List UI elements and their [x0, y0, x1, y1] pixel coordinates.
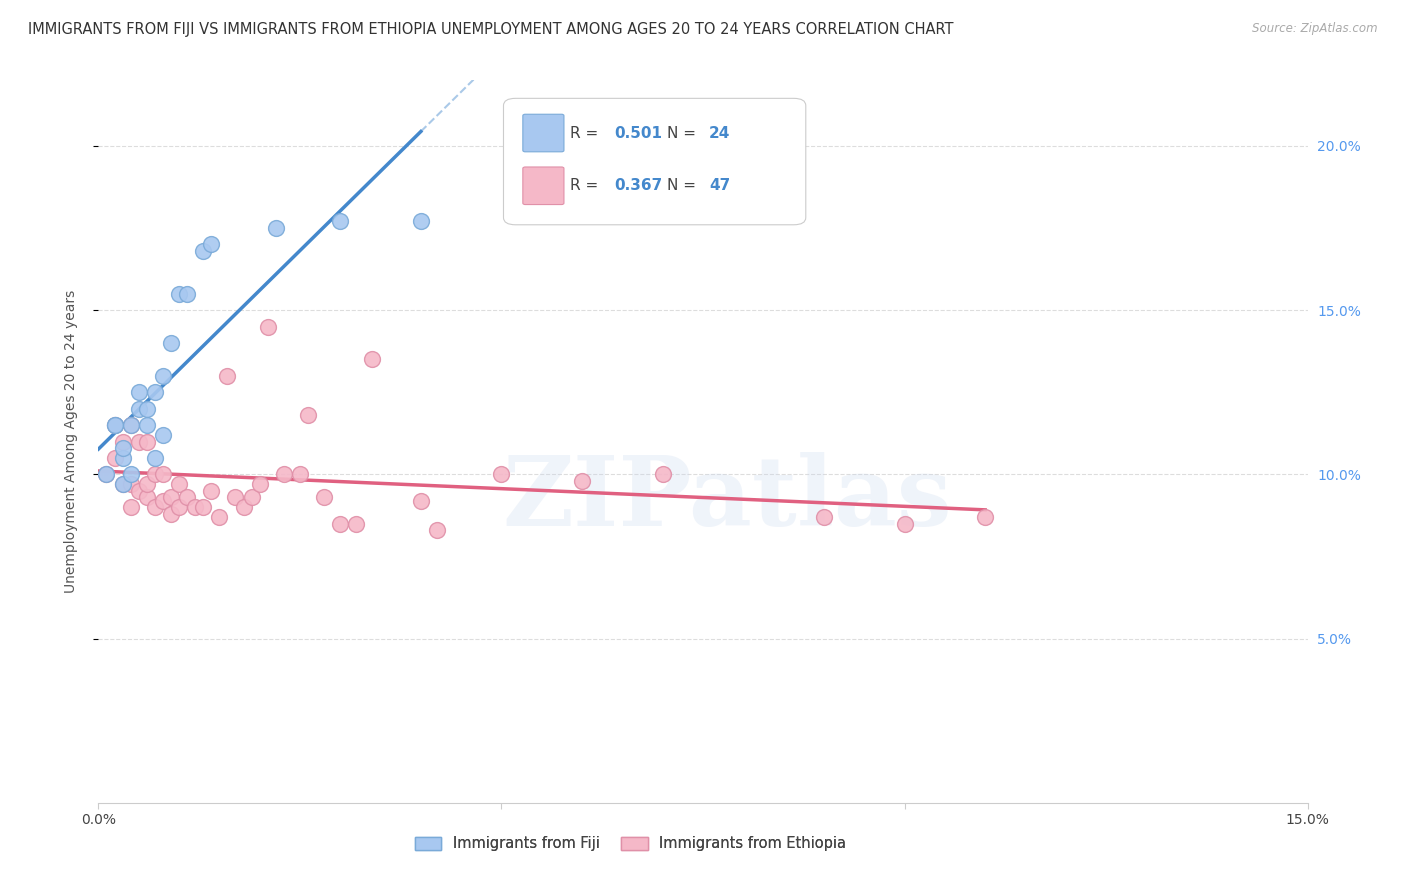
Point	[176, 491, 198, 505]
Point	[160, 491, 183, 505]
Point	[111, 477, 134, 491]
Point	[167, 500, 190, 515]
Point	[491, 467, 513, 482]
Point	[288, 467, 311, 482]
Point	[974, 510, 997, 524]
Point	[651, 467, 673, 482]
Point	[143, 467, 166, 482]
Point	[152, 493, 174, 508]
FancyBboxPatch shape	[523, 167, 564, 204]
Point	[152, 368, 174, 383]
Text: 47: 47	[709, 178, 730, 194]
Point	[264, 221, 287, 235]
Point	[103, 450, 125, 465]
Point	[96, 467, 118, 482]
Point	[344, 516, 367, 531]
Point	[409, 214, 432, 228]
Point	[120, 418, 142, 433]
Point	[329, 214, 352, 228]
Point	[128, 401, 150, 416]
Point	[120, 418, 142, 433]
Point	[208, 510, 231, 524]
Point	[224, 491, 246, 505]
Point	[135, 477, 157, 491]
Point	[120, 467, 142, 482]
Point	[297, 409, 319, 423]
Text: N =: N =	[666, 126, 700, 141]
Point	[200, 483, 222, 498]
Point	[111, 434, 134, 449]
Point	[128, 483, 150, 498]
Point	[135, 401, 157, 416]
Point	[167, 286, 190, 301]
Text: ZIPatlas: ZIPatlas	[502, 452, 952, 546]
Point	[152, 467, 174, 482]
Point	[200, 237, 222, 252]
Text: 0.501: 0.501	[614, 126, 662, 141]
Point	[813, 510, 835, 524]
Point	[240, 491, 263, 505]
Point	[184, 500, 207, 515]
Point	[193, 244, 215, 258]
Point	[426, 523, 449, 537]
Point	[103, 418, 125, 433]
Text: 24: 24	[709, 126, 731, 141]
Point	[249, 477, 271, 491]
Point	[143, 500, 166, 515]
Point	[314, 491, 336, 505]
Point	[571, 474, 593, 488]
Point	[111, 477, 134, 491]
Point	[167, 477, 190, 491]
Point	[217, 368, 239, 383]
Point	[329, 516, 352, 531]
Point	[111, 450, 134, 465]
Point	[152, 428, 174, 442]
Point	[135, 491, 157, 505]
Point	[409, 493, 432, 508]
Point	[273, 467, 295, 482]
Point	[135, 418, 157, 433]
Point	[120, 477, 142, 491]
Text: IMMIGRANTS FROM FIJI VS IMMIGRANTS FROM ETHIOPIA UNEMPLOYMENT AMONG AGES 20 TO 2: IMMIGRANTS FROM FIJI VS IMMIGRANTS FROM …	[28, 22, 953, 37]
Point	[96, 467, 118, 482]
Point	[176, 286, 198, 301]
Text: N =: N =	[666, 178, 700, 194]
Legend: Immigrants from Fiji, Immigrants from Ethiopia: Immigrants from Fiji, Immigrants from Et…	[409, 830, 852, 857]
Text: Source: ZipAtlas.com: Source: ZipAtlas.com	[1253, 22, 1378, 36]
FancyBboxPatch shape	[523, 114, 564, 152]
Point	[143, 385, 166, 400]
Point	[120, 500, 142, 515]
Point	[135, 434, 157, 449]
Point	[893, 516, 915, 531]
Point	[361, 352, 384, 367]
Point	[128, 385, 150, 400]
Point	[160, 507, 183, 521]
Point	[193, 500, 215, 515]
Point	[103, 418, 125, 433]
Point	[256, 319, 278, 334]
FancyBboxPatch shape	[503, 98, 806, 225]
Text: R =: R =	[569, 126, 603, 141]
Point	[160, 336, 183, 351]
Text: 0.367: 0.367	[614, 178, 664, 194]
Text: R =: R =	[569, 178, 603, 194]
Point	[232, 500, 254, 515]
Y-axis label: Unemployment Among Ages 20 to 24 years: Unemployment Among Ages 20 to 24 years	[63, 290, 77, 593]
Point	[111, 441, 134, 455]
Point	[143, 450, 166, 465]
Point	[103, 418, 125, 433]
Point	[128, 434, 150, 449]
